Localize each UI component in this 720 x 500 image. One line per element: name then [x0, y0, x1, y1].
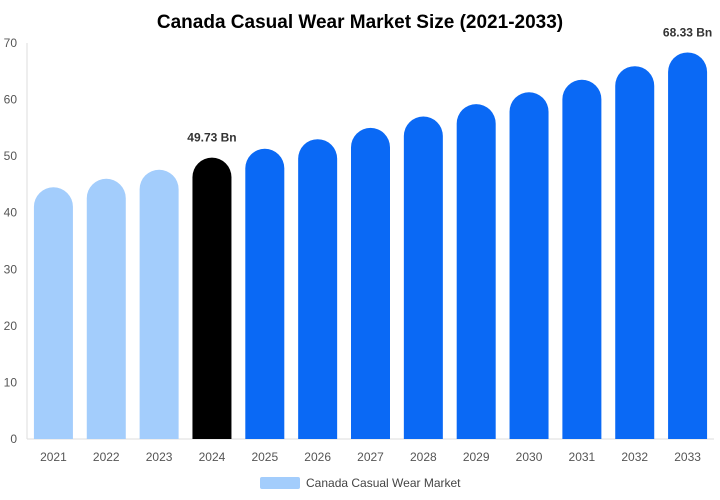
- x-tick-label: 2027: [357, 450, 384, 464]
- x-tick-label: 2024: [199, 450, 226, 464]
- y-tick-label: 70: [4, 36, 18, 50]
- data-label-2024: 49.73 Bn: [187, 131, 236, 145]
- data-labels-group: 49.73 Bn 68.33 Bn: [187, 25, 712, 144]
- y-axis-ticks: 0 10 20 30 40 50 60 70: [4, 36, 18, 446]
- legend-swatch: [260, 477, 300, 489]
- bar-2031[interactable]: [562, 79, 602, 440]
- x-tick-label: 2031: [569, 450, 596, 464]
- x-tick-label: 2021: [40, 450, 67, 464]
- legend[interactable]: Canada Casual Wear Market: [260, 476, 461, 490]
- y-tick-label: 0: [10, 432, 17, 446]
- y-tick-label: 20: [4, 319, 18, 333]
- y-tick-label: 60: [4, 93, 18, 107]
- y-tick-label: 10: [4, 375, 18, 389]
- bar-2021[interactable]: [33, 187, 73, 439]
- bar-2025[interactable]: [245, 148, 285, 439]
- x-tick-label: 2030: [516, 450, 543, 464]
- bar-2032[interactable]: [615, 66, 655, 440]
- x-tick-label: 2028: [410, 450, 437, 464]
- x-tick-label: 2029: [463, 450, 490, 464]
- x-tick-label: 2025: [251, 450, 278, 464]
- bar-2033[interactable]: [668, 52, 708, 440]
- x-tick-label: 2023: [146, 450, 173, 464]
- x-tick-label: 2033: [674, 450, 701, 464]
- y-tick-label: 40: [4, 206, 18, 220]
- bar-2030[interactable]: [509, 92, 549, 440]
- chart-title: Canada Casual Wear Market Size (2021-203…: [157, 12, 563, 33]
- x-tick-label: 2026: [304, 450, 331, 464]
- bar-2023[interactable]: [139, 169, 179, 439]
- bar-2022[interactable]: [86, 178, 126, 439]
- bar-2027[interactable]: [351, 127, 390, 440]
- x-tick-label: 2032: [621, 450, 648, 464]
- data-label-2033: 68.33 Bn: [663, 25, 712, 39]
- bars-group: [33, 52, 708, 440]
- bar-2026[interactable]: [298, 139, 338, 439]
- legend-label: Canada Casual Wear Market: [306, 476, 461, 490]
- bar-2028[interactable]: [403, 116, 443, 439]
- x-axis-ticks: 2021 2022 2023 2024 2025 2026 2027 2028 2029 2030…: [40, 450, 701, 464]
- bar-2029[interactable]: [456, 104, 496, 440]
- x-tick-label: 2022: [93, 450, 120, 464]
- y-tick-label: 50: [4, 149, 18, 163]
- y-tick-label: 30: [4, 262, 18, 276]
- bar-2024[interactable]: [192, 157, 232, 439]
